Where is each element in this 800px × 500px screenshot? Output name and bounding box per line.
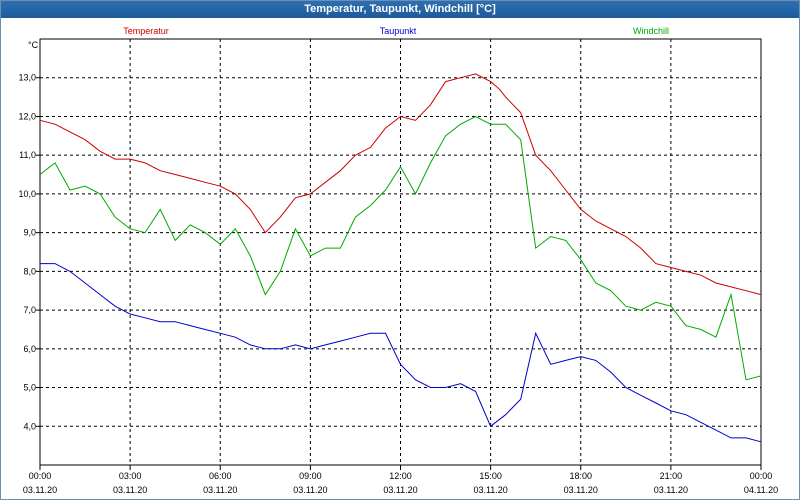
y-tick-label: 6,0	[23, 344, 36, 354]
plot-border	[39, 38, 762, 466]
y-tick-label: 13,0	[18, 73, 36, 83]
legend: Temperatur Taupunkt Windchill	[123, 26, 669, 36]
series-line-taupunkt	[40, 263, 762, 443]
x-tick-date: 03.11.20	[203, 485, 237, 495]
grid-lines	[40, 39, 761, 465]
x-tick-time: 09:00	[299, 471, 322, 481]
y-tick-label: 7,0	[23, 305, 36, 315]
x-tick-date: 04.11.20	[744, 485, 778, 495]
x-tick-date: 03.11.20	[473, 485, 507, 495]
x-tick-date: 03.11.20	[383, 485, 417, 495]
y-tick-label: 4,0	[23, 421, 36, 431]
x-tick-time: 00:00	[750, 471, 773, 481]
y-tick-label: 11,0	[19, 150, 36, 160]
y-tick-label: 10,0	[18, 189, 36, 199]
series-line-temperatur	[39, 73, 762, 296]
series-line-windchill	[39, 115, 762, 381]
y-tick-label: 12,0	[18, 111, 36, 121]
y-tick-label: 5,0	[23, 383, 36, 393]
x-tick-time: 21:00	[660, 471, 683, 481]
x-tick-time: 00:00	[29, 471, 52, 481]
x-tick-time: 18:00	[569, 471, 592, 481]
x-tick-date: 03.11.20	[293, 485, 327, 495]
plot-frame	[36, 38, 762, 470]
chart-plot: 4,0 5,0 6,0 7,0 8,0 9,0 10,0 11,0 12,0 13,0 °C 00:0…	[18, 26, 778, 495]
x-tick-date: 03.11.20	[23, 485, 57, 495]
y-axis-unit: °C	[28, 40, 39, 50]
legend-item-taupunkt: Taupunkt	[380, 26, 417, 36]
series-lines	[39, 73, 762, 443]
window-title: Temperatur, Taupunkt, Windchill [°C]	[1, 1, 799, 18]
x-tick-date: 03.11.20	[113, 485, 147, 495]
x-tick-time: 06:00	[209, 471, 232, 481]
legend-item-temperatur: Temperatur	[123, 26, 169, 36]
x-tick-date: 03.11.20	[564, 485, 598, 495]
x-tick-time: 03:00	[119, 471, 142, 481]
x-tick-time: 15:00	[479, 471, 502, 481]
x-tick-date: 03.11.20	[654, 485, 688, 495]
y-tick-label: 8,0	[23, 266, 36, 276]
x-tick-time: 12:00	[389, 471, 412, 481]
axis-labels: 4,0 5,0 6,0 7,0 8,0 9,0 10,0 11,0 12,0 13,0 °C 00:0…	[18, 40, 778, 495]
legend-item-windchill: Windchill	[633, 26, 669, 36]
y-tick-label: 9,0	[23, 228, 36, 238]
